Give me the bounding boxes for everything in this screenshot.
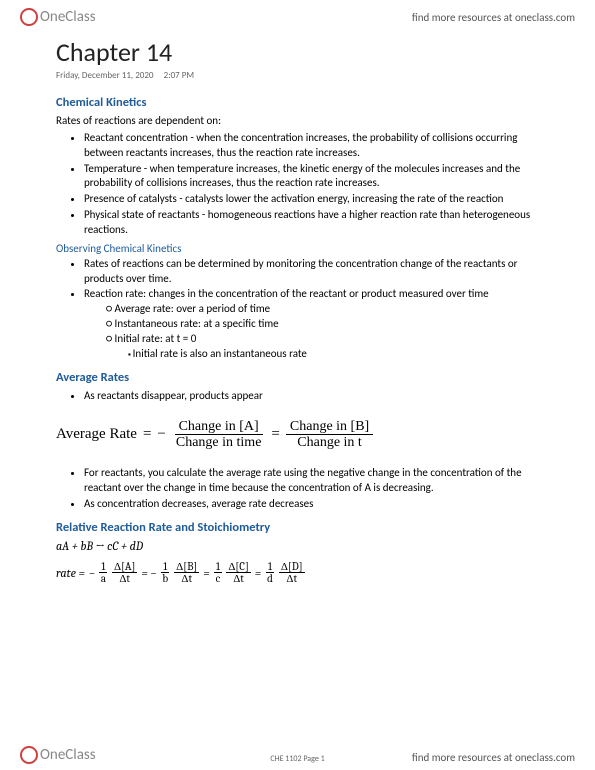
coef: d bbox=[265, 573, 275, 585]
page-footer: OneClass find more resources at oneclass… bbox=[0, 746, 595, 764]
list-item: As concentration decreases, average rate… bbox=[84, 497, 539, 512]
negative-sign: − bbox=[157, 426, 165, 443]
logo-circle-icon bbox=[20, 746, 38, 764]
page-time: 2:07 PM bbox=[164, 70, 194, 81]
page-title: Chapter 14 bbox=[56, 36, 539, 68]
fraction-a: Change in [A] Change in time bbox=[172, 419, 266, 451]
equals-sign: = − bbox=[141, 566, 156, 580]
document-content: Chapter 14 Friday, December 11, 2020 2:0… bbox=[0, 30, 595, 585]
list-item: Presence of catalysts - catalysts lower … bbox=[84, 192, 539, 207]
list-item: Initial rate is also an instantaneous ra… bbox=[128, 347, 539, 362]
list-item: Rates of reactions can be determined by … bbox=[84, 257, 539, 287]
list-item: As reactants disappear, products appear bbox=[84, 389, 539, 404]
average-rates-list: As reactants disappear, products appear bbox=[56, 389, 539, 404]
footer-resources-link[interactable]: find more resources at oneclass.com bbox=[412, 751, 575, 764]
numerator: Change in [A] bbox=[175, 419, 263, 435]
list-item: For reactants, you calculate the average… bbox=[84, 466, 539, 496]
coef-a: 1 a bbox=[99, 561, 108, 585]
rate-equation: rate = − 1 a Δ[A] Δt = − 1 b Δ[B] Δt = 1… bbox=[56, 561, 539, 585]
intro-text: Rates of reactions are dependent on: bbox=[56, 114, 539, 129]
stoichiometry-equation: aA + bB → cC + dD bbox=[56, 539, 539, 553]
coef: c bbox=[214, 573, 223, 585]
denominator: Δt bbox=[179, 573, 194, 585]
equals-sign: = bbox=[255, 566, 261, 580]
list-item: Initial rate: at t = 0 Initial rate is a… bbox=[106, 332, 539, 362]
page-date: Friday, December 11, 2020 bbox=[56, 70, 153, 81]
negative-sign: − bbox=[89, 566, 95, 580]
list-item: Temperature - when temperature increases… bbox=[84, 162, 539, 192]
formula-label: Average Rate bbox=[56, 426, 137, 443]
coef-b: 1 b bbox=[160, 561, 170, 585]
list-item: Physical state of reactants - homogeneou… bbox=[84, 208, 539, 238]
list-item: Instantaneous rate: at a specific time bbox=[106, 317, 539, 332]
heading-observing-kinetics: Observing Chemical Kinetics bbox=[56, 242, 539, 255]
header-resources-link[interactable]: find more resources at oneclass.com bbox=[412, 11, 575, 24]
brand-name: OneClass bbox=[40, 746, 96, 764]
denominator: Δt bbox=[231, 573, 246, 585]
equals-sign: = bbox=[271, 426, 279, 443]
observing-list: Rates of reactions can be determined by … bbox=[56, 257, 539, 362]
coef-d: 1 d bbox=[265, 561, 275, 585]
denominator: Change in time bbox=[172, 435, 266, 450]
delta-a: Δ[A] Δt bbox=[112, 561, 137, 585]
equals-sign: = bbox=[203, 566, 209, 580]
list-item-text: Reaction rate: changes in the concentrat… bbox=[84, 287, 489, 300]
denominator: Change in t bbox=[293, 435, 366, 450]
denominator: Δt bbox=[284, 573, 299, 585]
fraction-b: Change in [B] Change in t bbox=[286, 419, 373, 451]
list-item: Reaction rate: changes in the concentrat… bbox=[84, 287, 539, 361]
average-rate-formula: Average Rate = − Change in [A] Change in… bbox=[56, 405, 539, 465]
delta-d: Δ[D] Δt bbox=[279, 561, 305, 585]
numerator: Change in [B] bbox=[286, 419, 373, 435]
heading-chemical-kinetics: Chemical Kinetics bbox=[56, 95, 539, 110]
coef: a bbox=[99, 573, 108, 585]
list-item-text: Initial rate: at t = 0 bbox=[115, 332, 197, 345]
logo-circle-icon bbox=[20, 8, 38, 26]
coef-c: 1 c bbox=[214, 561, 223, 585]
kinetics-factors-list: Reactant concentration - when the concen… bbox=[56, 131, 539, 238]
delta-c: Δ[C] Δt bbox=[226, 561, 250, 585]
delta-b: Δ[B] Δt bbox=[174, 561, 199, 585]
list-item: Average rate: over a period of time bbox=[106, 302, 539, 317]
brand-logo: OneClass bbox=[20, 8, 96, 26]
coef: b bbox=[160, 573, 170, 585]
rate-types-list: Average rate: over a period of time Inst… bbox=[84, 302, 539, 361]
equals-sign: = bbox=[143, 426, 151, 443]
list-item: Reactant concentration - when the concen… bbox=[84, 131, 539, 161]
page-date-line: Friday, December 11, 2020 2:07 PM bbox=[56, 70, 539, 81]
initial-rate-note-list: Initial rate is also an instantaneous ra… bbox=[106, 347, 539, 362]
heading-relative-rate: Relative Reaction Rate and Stoichiometry bbox=[56, 520, 539, 535]
rate-label: rate = bbox=[56, 566, 85, 580]
brand-name: OneClass bbox=[40, 8, 96, 26]
average-rates-notes-list: For reactants, you calculate the average… bbox=[56, 466, 539, 512]
brand-logo-footer: OneClass bbox=[20, 746, 96, 764]
page-header: OneClass find more resources at oneclass… bbox=[0, 0, 595, 30]
heading-average-rates: Average Rates bbox=[56, 370, 539, 385]
denominator: Δt bbox=[117, 573, 132, 585]
